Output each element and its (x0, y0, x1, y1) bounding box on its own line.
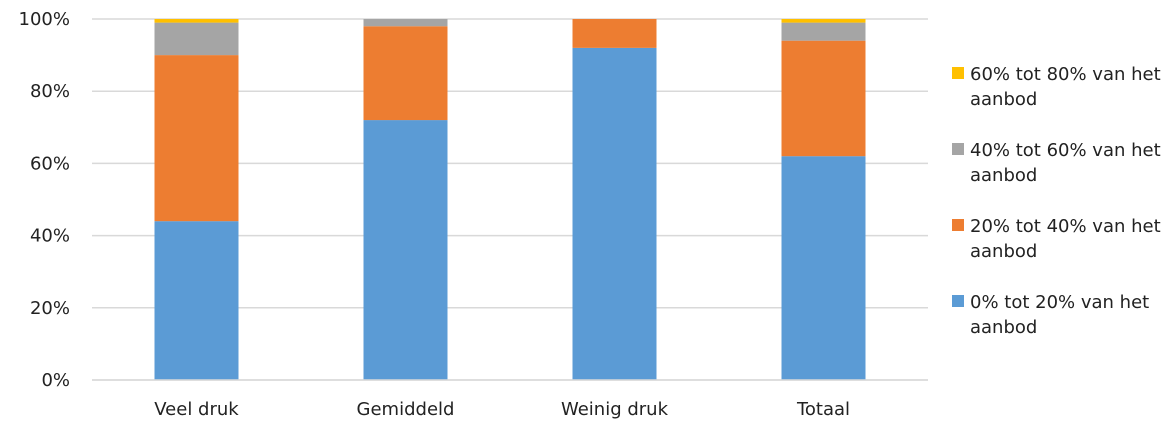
x-tick-label: Totaal (796, 399, 850, 420)
legend-label: 20% tot 40% van het aanbod (970, 216, 1161, 262)
legend-item: 20% tot 40% van het aanbod (952, 214, 1167, 274)
bar-segment (363, 19, 448, 27)
legend-swatch (952, 295, 964, 307)
bar-segment (781, 40, 866, 157)
y-tick-label: 0% (41, 370, 70, 391)
bar-segment (781, 19, 866, 23)
y-tick-label: 20% (30, 298, 70, 319)
bar-segment (572, 19, 657, 48)
y-tick-label: 100% (19, 9, 70, 30)
bar-segment (154, 55, 239, 222)
bar-segment (781, 156, 866, 380)
legend-label: 40% tot 60% van het aanbod (970, 140, 1161, 186)
x-tick-label: Gemiddeld (357, 399, 455, 420)
bar-segment (154, 19, 239, 23)
legend: 60% tot 80% van het aanbod 40% tot 60% va… (952, 62, 1167, 366)
bar-segment (572, 47, 657, 380)
bar-segment (781, 22, 866, 41)
bar-segment (154, 22, 239, 56)
legend-item: 40% tot 60% van het aanbod (952, 138, 1167, 198)
x-tick-label: Weinig druk (561, 399, 669, 420)
legend-label: 60% tot 80% van het aanbod (970, 64, 1161, 110)
y-tick-label: 60% (30, 153, 70, 174)
legend-item: 60% tot 80% van het aanbod (952, 62, 1167, 122)
legend-label: 0% tot 20% van het aanbod (970, 292, 1150, 338)
bar-segment (363, 26, 448, 121)
legend-swatch (952, 219, 964, 231)
legend-swatch (952, 67, 964, 79)
axis: 0% 20% 40% 60% 80% 100% Veel druk Gemiddeld Wein… (19, 9, 928, 420)
legend-swatch (952, 143, 964, 155)
y-tick-label: 40% (30, 226, 70, 247)
bars (154, 19, 866, 380)
bar-segment (154, 221, 239, 380)
legend-item: 0% tot 20% van het aanbod (952, 290, 1167, 350)
x-tick-label: Veel druk (154, 399, 239, 420)
y-tick-label: 80% (30, 81, 70, 102)
bar-segment (363, 120, 448, 380)
